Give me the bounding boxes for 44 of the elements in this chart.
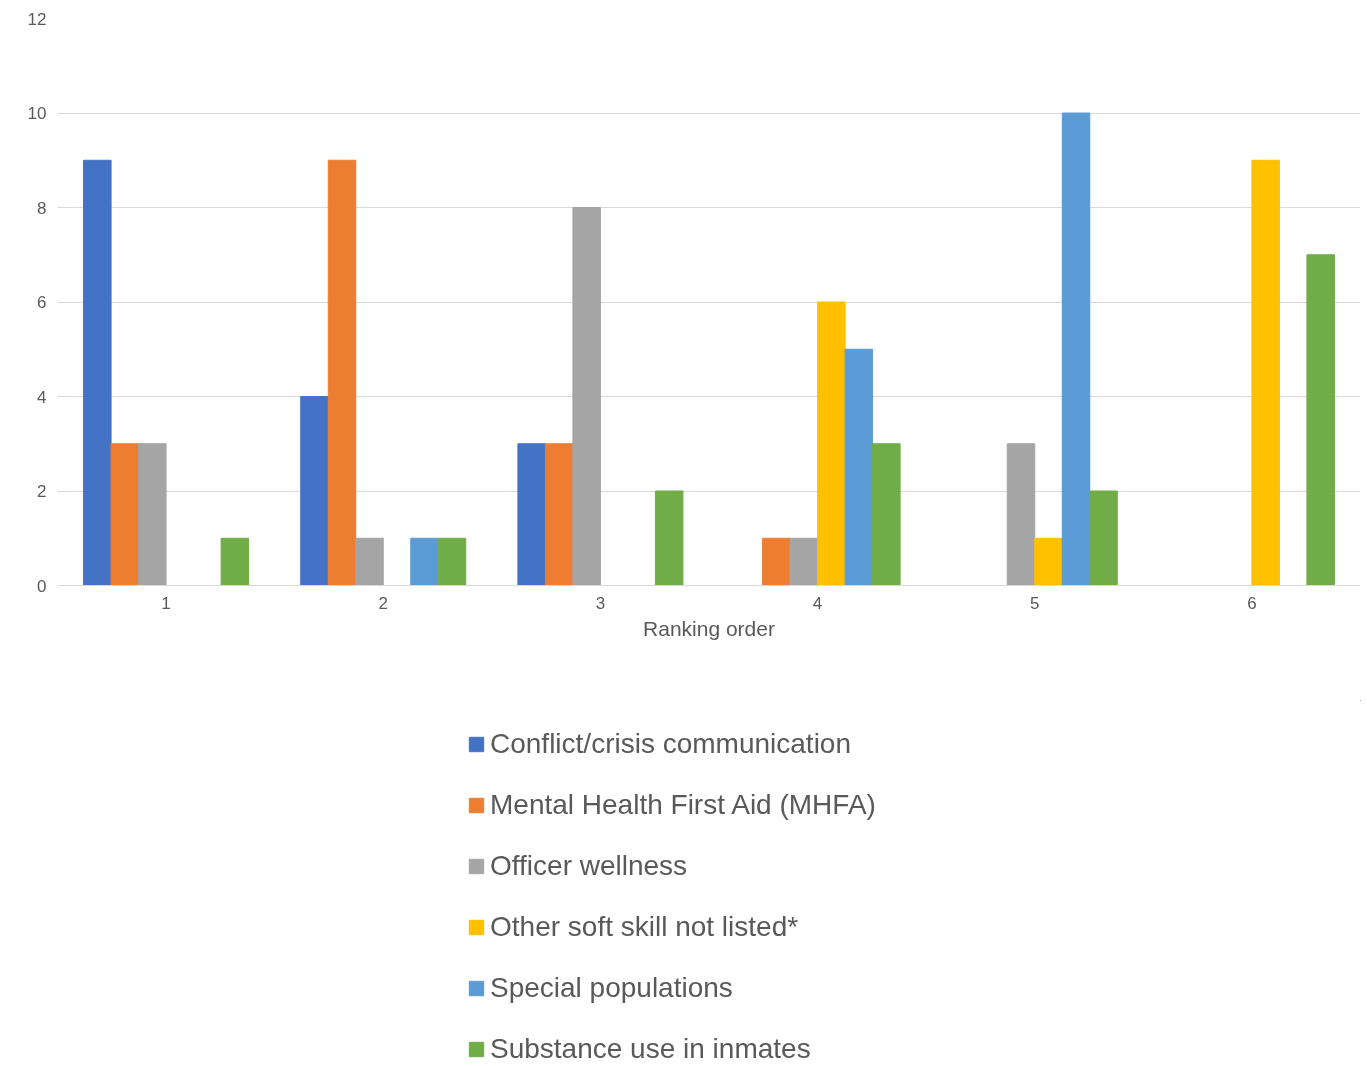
y-tick-label: 8 <box>37 198 47 218</box>
y-tick-label: 10 <box>27 104 47 123</box>
bar <box>300 396 329 586</box>
x-tick-label: 2 <box>378 593 388 613</box>
y-tick-label: 2 <box>37 482 47 501</box>
x-tick-label: 6 <box>1247 593 1257 613</box>
bar <box>654 490 684 586</box>
bar <box>1251 159 1280 586</box>
x-tick-label: 3 <box>595 593 606 613</box>
x-tick-label: 4 <box>812 593 823 613</box>
x-tick-label: 5 <box>1030 593 1040 613</box>
legend-label: Conflict/crisis communication <box>490 728 851 760</box>
bar <box>544 443 574 586</box>
bar <box>1089 490 1118 586</box>
bar <box>437 537 467 586</box>
bar <box>83 159 112 586</box>
bar <box>789 537 819 586</box>
bar <box>1061 112 1091 586</box>
legend-label: Officer wellness <box>490 850 688 882</box>
legend-label: Substance use in inmates <box>490 1033 811 1065</box>
bar <box>817 301 846 586</box>
bar <box>355 537 384 586</box>
bar <box>138 443 167 586</box>
legend-label: Mental Health First Aid (MHFA) <box>490 789 876 821</box>
bar <box>1306 254 1335 586</box>
legend-label: Other soft skill not listed* <box>490 911 799 943</box>
bar <box>110 443 140 586</box>
bar <box>220 537 250 586</box>
y-tick-label: 0 <box>37 576 47 596</box>
y-tick-label: 6 <box>37 293 47 312</box>
bar <box>572 207 601 586</box>
y-tick-label: 4 <box>37 387 47 407</box>
bar <box>327 159 357 586</box>
x-axis-title: Ranking order <box>643 616 775 640</box>
y-tick-label: 12 <box>27 9 47 29</box>
legend-label: Special populations <box>490 972 733 1004</box>
bar <box>517 443 546 586</box>
bar <box>1006 443 1036 586</box>
bar <box>872 443 901 586</box>
x-tick-label: 1 <box>161 593 171 613</box>
bar <box>762 537 791 586</box>
bar <box>410 537 439 586</box>
bar <box>844 348 874 586</box>
bar <box>1034 537 1063 586</box>
